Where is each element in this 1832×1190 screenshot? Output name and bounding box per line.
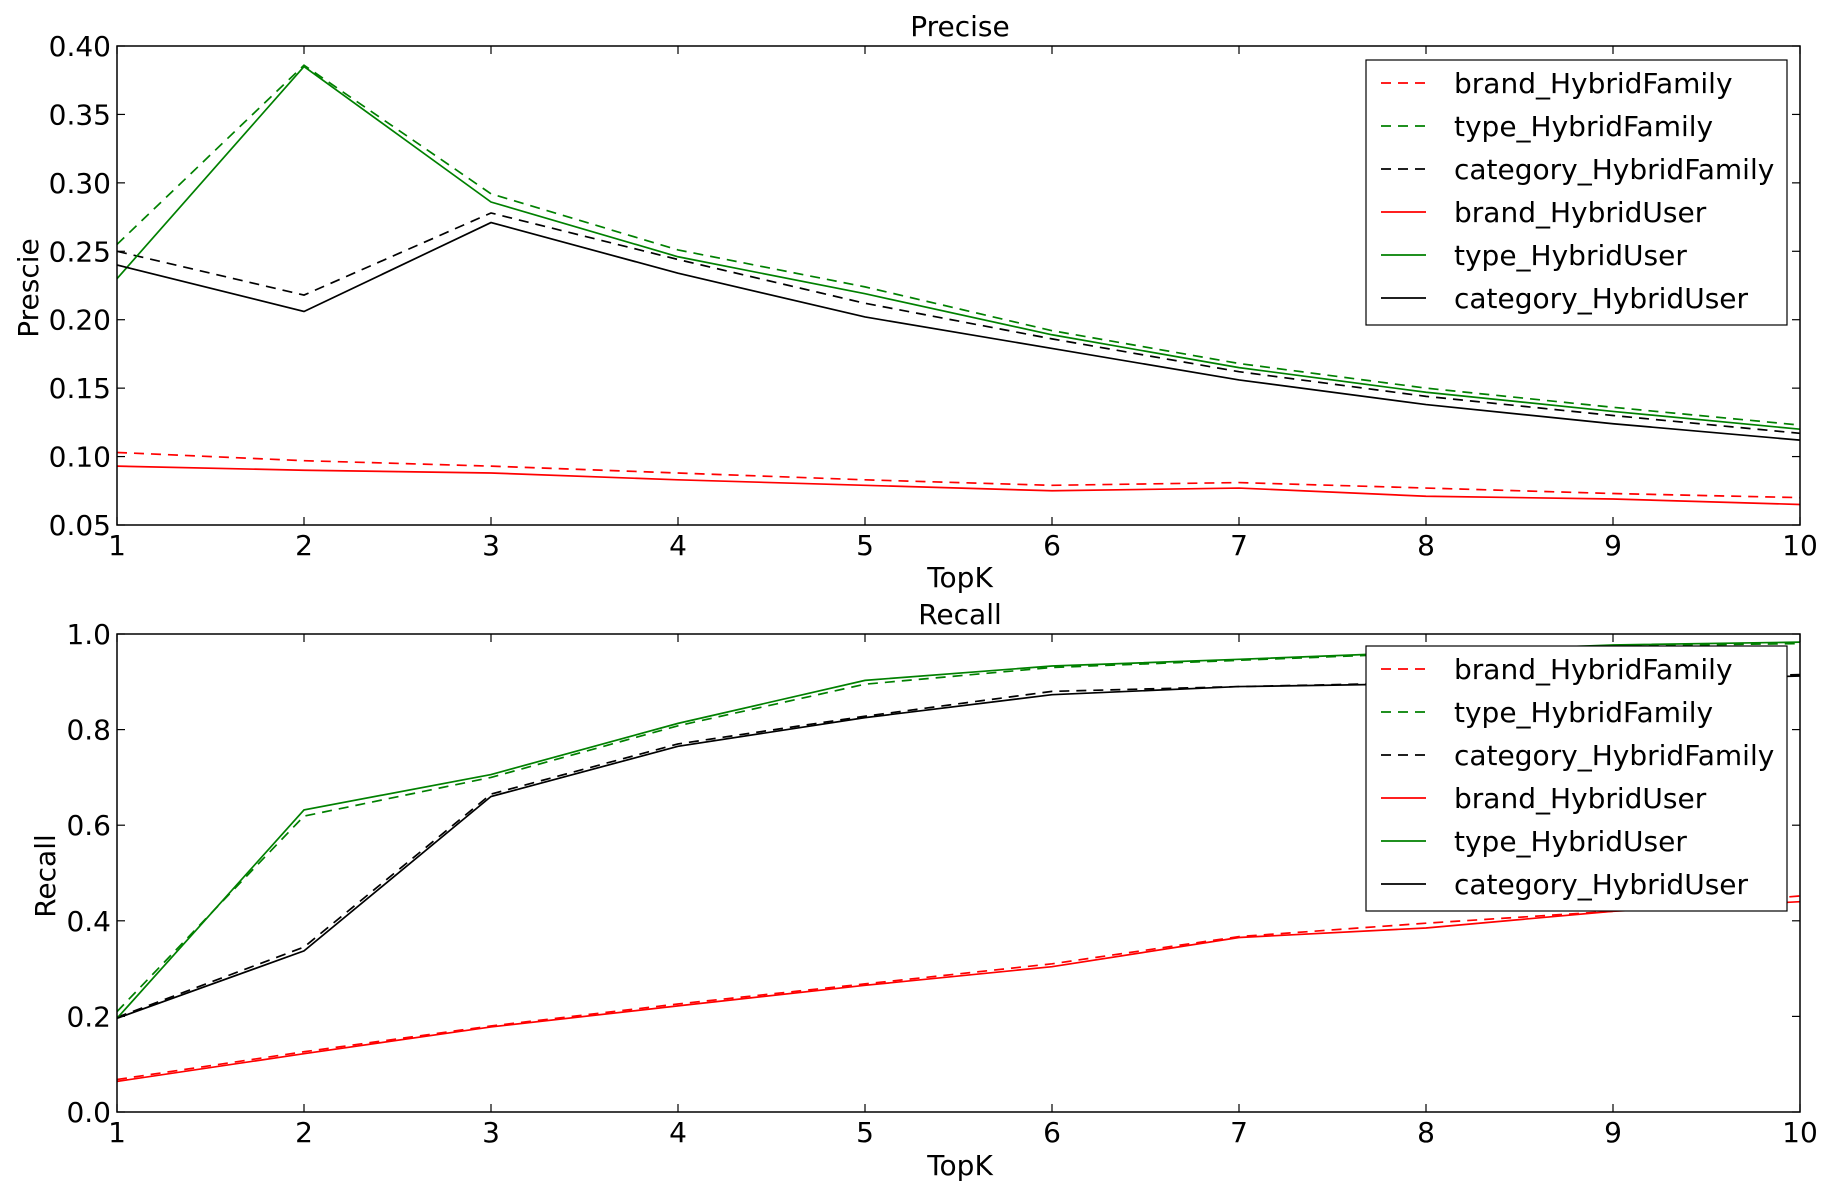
x-tick-label: 5 xyxy=(856,1116,874,1149)
y-tick-label: 0.40 xyxy=(49,30,111,63)
legend: brand_HybridFamily type_HybridFamilycateg… xyxy=(1365,59,1788,326)
chart-title: Recall xyxy=(918,598,1002,631)
series-line-type-hybriduser xyxy=(117,65,1800,431)
y-tick-label: 0.6 xyxy=(66,809,111,842)
x-tick-label: 5 xyxy=(856,529,874,562)
series-line-category-hybriduser xyxy=(117,221,1800,441)
y-tick-label: 0.2 xyxy=(66,1000,111,1033)
legend-label: type_HybridFamily xyxy=(1454,696,1713,729)
legend-label: brand_HybridUser xyxy=(1454,782,1707,815)
axes-frame xyxy=(116,633,1801,1113)
x-axis-label: TopK xyxy=(926,561,993,594)
y-axis-label: Recall xyxy=(29,834,62,918)
x-tick-label: 1 xyxy=(108,529,126,562)
legend-label: type_HybridFamily xyxy=(1454,110,1713,143)
series-line-category-hybridfamily xyxy=(117,212,1800,435)
x-tick-label: 8 xyxy=(1417,529,1435,562)
legend-label: category_HybridFamily xyxy=(1454,739,1774,772)
legend-label: brand_HybridFamily xyxy=(1454,653,1733,686)
legend-label: type_HybridUser xyxy=(1454,825,1687,858)
legend-label: category_HybridUser xyxy=(1454,282,1749,315)
x-tick-label: 2 xyxy=(295,1116,313,1149)
legend-label: category_HybridUser xyxy=(1454,868,1749,901)
legend-box xyxy=(1365,645,1788,912)
y-tick-label: 0.15 xyxy=(49,372,111,405)
y-tick-label: 0.20 xyxy=(49,304,111,337)
recall-chart: Recall TopK Recall 1 2 3 4 5 6 7 8 9 10 0.0 0.2 0.4 0… xyxy=(29,598,1818,1182)
legend: brand_HybridFamily type_HybridFamilycateg… xyxy=(1365,645,1788,912)
x-tick-label: 9 xyxy=(1604,1116,1622,1149)
x-tick-label: 1 xyxy=(108,1116,126,1149)
x-tick-label: 4 xyxy=(669,529,687,562)
legend-label: category_HybridFamily xyxy=(1454,153,1774,186)
series-line-brand-hybridfamily xyxy=(117,451,1800,499)
y-axis-label: Prescie xyxy=(12,238,45,338)
precision-chart: Precise TopK Prescie 1 2 3 4 5 6 7 8 9 10 0.05 0.10… xyxy=(12,10,1818,594)
legend-label: brand_HybridFamily xyxy=(1454,67,1733,100)
series-line-brand-hybridfamily xyxy=(117,895,1800,1081)
x-tick-label: 9 xyxy=(1604,529,1622,562)
series-line-brand-hybriduser xyxy=(117,900,1800,1083)
x-axis-label: TopK xyxy=(926,1149,993,1182)
y-tick-label: 0.4 xyxy=(66,905,111,938)
y-tick-label: 1.0 xyxy=(66,618,111,651)
axes-frame xyxy=(116,45,1801,526)
x-tick-label: 10 xyxy=(1782,1116,1818,1149)
chart-title: Precise xyxy=(910,10,1010,43)
x-tick-label: 3 xyxy=(482,529,500,562)
y-tick-label: 0.8 xyxy=(66,714,111,747)
y-tick-label: 0.05 xyxy=(49,509,111,542)
x-tick-label: 2 xyxy=(295,529,313,562)
x-tick-label: 7 xyxy=(1230,529,1248,562)
series-line-type-hybridfamily xyxy=(117,64,1800,426)
plot-area: 1 2 3 4 5 6 7 8 9 10 0.05 0.10 0.15 0.20 0.25 0.30 0.35 0… xyxy=(49,30,1818,562)
x-tick-label: 3 xyxy=(482,1116,500,1149)
x-tick-label: 10 xyxy=(1782,529,1818,562)
series-group xyxy=(117,64,1800,506)
y-tick-label: 0.0 xyxy=(66,1096,111,1129)
series-line-brand-hybriduser xyxy=(117,465,1800,506)
legend-label: brand_HybridUser xyxy=(1454,196,1707,229)
x-tick-label: 6 xyxy=(1043,1116,1061,1149)
x-tick-label: 6 xyxy=(1043,529,1061,562)
x-tick-label: 8 xyxy=(1417,1116,1435,1149)
y-tick-label: 0.35 xyxy=(49,98,111,131)
y-tick-label: 0.10 xyxy=(49,441,111,474)
y-tick-label: 0.30 xyxy=(49,167,111,200)
x-tick-label: 7 xyxy=(1230,1116,1248,1149)
legend-label: type_HybridUser xyxy=(1454,239,1687,272)
x-tick-label: 4 xyxy=(669,1116,687,1149)
y-tick-label: 0.25 xyxy=(49,235,111,268)
legend-box xyxy=(1365,59,1788,326)
